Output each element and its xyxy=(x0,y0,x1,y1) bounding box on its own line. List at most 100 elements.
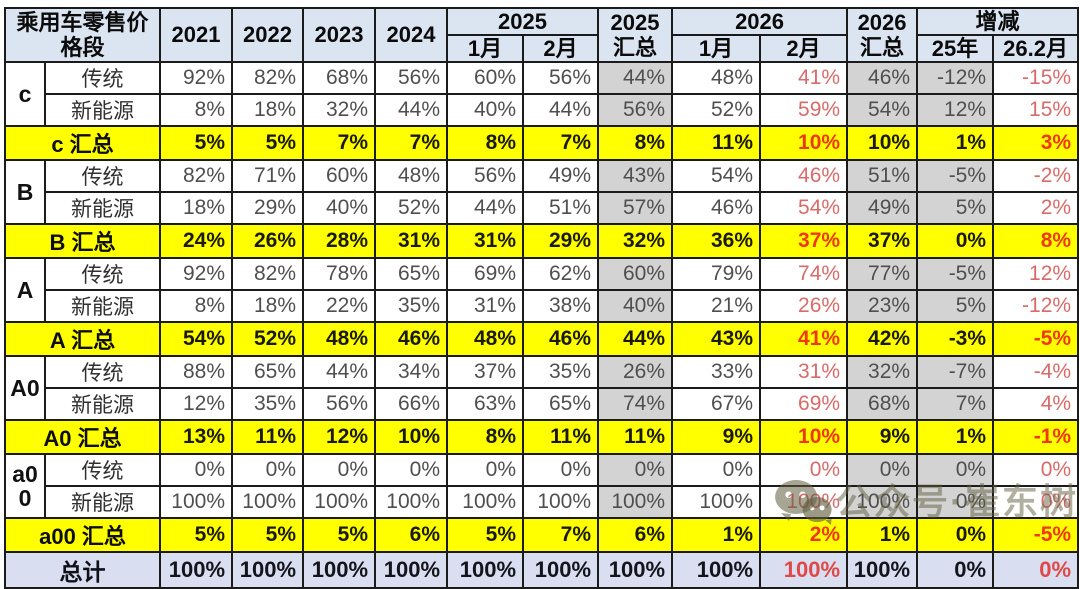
cell-2026-total: 100% xyxy=(846,485,919,519)
cell-2025-02: 29% xyxy=(522,223,600,259)
cell-2025-01: 69% xyxy=(446,257,525,291)
col-header-2026-total: 2026 汇总 xyxy=(846,7,919,63)
fuel-type-label: 传统 xyxy=(43,257,162,291)
cell-chg-25: 5% xyxy=(916,289,995,323)
cell-chg-25: -3% xyxy=(916,321,995,357)
cell-2021: 92% xyxy=(159,257,234,291)
cell-2026-total: 51% xyxy=(846,159,919,193)
table-row-summary-A0汇总: A0 汇总 13% 11% 12% 10% 8% 11% 11% 9% 10% 9% 1% -1% xyxy=(3,419,1080,455)
cell-2023: 12% xyxy=(302,419,377,455)
cell-2025-01: 40% xyxy=(446,93,525,127)
cell-2025-01: 44% xyxy=(446,191,525,225)
table-row-data-A0: A0 传统 88% 65% 44% 34% 37% 35% 26% 33% 31% 32% -7% -4% xyxy=(4,355,1080,421)
cell-2026-total: 23% xyxy=(846,289,919,323)
cell-2024: 31% xyxy=(374,223,449,259)
fuel-type-label: 传统 xyxy=(43,355,162,389)
cell-2026-02: 10% xyxy=(759,419,849,455)
price-segment-table-wrap: 乘用车零售价 格段 2021 2022 2023 2024 2025 2025 汇总… xyxy=(3,7,1080,589)
cell-2025-02: 7% xyxy=(522,125,600,161)
col-header-2023: 2023 xyxy=(302,7,377,63)
subtotal-row-label: c 汇总 xyxy=(3,125,162,161)
cell-2021: 5% xyxy=(159,125,234,161)
cell-2026-01: 79% xyxy=(671,257,762,291)
cell-2026-02: 59% xyxy=(759,93,849,127)
cell-2026-01: 54% xyxy=(671,159,762,193)
cell-2024: 100% xyxy=(374,485,449,519)
cell-2026-01: 43% xyxy=(671,321,762,357)
cell-2026-02: 46% xyxy=(759,159,849,193)
cell-2026-total: 10% xyxy=(846,125,919,161)
cell-2025-total: 0% xyxy=(597,453,674,487)
cell-2024: 52% xyxy=(374,191,449,225)
cell-2022: 52% xyxy=(231,321,305,357)
cell-2025-02: 49% xyxy=(522,159,600,193)
cell-2023: 56% xyxy=(302,387,377,421)
fuel-type-label: 传统 xyxy=(43,159,162,193)
cell-2026-02: 74% xyxy=(759,257,849,291)
cell-2026-total: 1% xyxy=(846,517,919,553)
cell-2025-total: 44% xyxy=(597,321,674,357)
cell-chg-25: -12% xyxy=(916,61,995,95)
cell-2024: 66% xyxy=(374,387,449,421)
table-row-summary-c汇总: c 汇总 5% 5% 7% 7% 8% 7% 8% 11% 10% 10% 1% 3% xyxy=(3,125,1080,161)
cell-2023: 28% xyxy=(302,223,377,259)
cell-2023: 60% xyxy=(302,159,377,193)
corner-header-line1: 乘用车零售价 xyxy=(16,10,149,35)
cell-2026-02: 69% xyxy=(759,387,849,421)
cell-chg-25: -5% xyxy=(916,159,995,193)
cell-2025-01: 37% xyxy=(446,355,525,389)
cell-2025-total: 74% xyxy=(597,387,674,421)
cell-2023: 0% xyxy=(302,453,377,487)
cell-chg-25: 7% xyxy=(916,387,995,421)
col-header-change-25: 25年 xyxy=(916,34,995,63)
cell-chg-26-02: 0% xyxy=(992,453,1080,487)
cell-chg-25: 1% xyxy=(916,125,995,161)
cell-2026-02: 100% xyxy=(759,485,849,519)
cell-chg-26-02: -1% xyxy=(992,419,1080,455)
cell-2024: 10% xyxy=(374,419,449,455)
cell-2025-01: 48% xyxy=(446,321,525,357)
cell-2026-01: 46% xyxy=(671,191,762,225)
table-row-data-c: c 传统 92% 82% 68% 56% 60% 56% 44% 48% 41% 46% -12% -15… xyxy=(4,61,1080,127)
cell-chg-26-02: -15% xyxy=(992,61,1080,95)
cell-2022: 65% xyxy=(231,355,305,389)
cell-2025-total: 100% xyxy=(597,551,674,589)
table-row-data-B: B 传统 82% 71% 60% 48% 56% 49% 43% 54% 46% 51% -5% -2% xyxy=(4,159,1080,225)
cell-2025-total: 60% xyxy=(597,257,674,291)
cell-2024: 56% xyxy=(374,61,449,95)
cell-2026-01: 100% xyxy=(671,485,762,519)
table-row-data-A: A 传统 92% 82% 78% 65% 69% 62% 60% 79% 74% 77% -5% 12% xyxy=(4,257,1080,323)
cell-2025-02: 7% xyxy=(522,517,600,553)
cell-2025-02: 62% xyxy=(522,257,600,291)
cell-chg-25: 0% xyxy=(916,223,995,259)
cell-2025-total: 44% xyxy=(597,61,674,95)
cell-2022: 18% xyxy=(231,289,305,323)
cell-2023: 40% xyxy=(302,191,377,225)
cell-2025-01: 63% xyxy=(446,387,525,421)
cell-2021: 13% xyxy=(159,419,234,455)
cell-2026-01: 1% xyxy=(671,517,762,553)
cell-2021: 18% xyxy=(159,191,234,225)
cell-2026-02: 0% xyxy=(759,453,849,487)
fuel-type-label: 新能源 xyxy=(43,93,162,127)
cell-2026-total: 77% xyxy=(846,257,919,291)
cell-2026-02: 54% xyxy=(759,191,849,225)
segment-group-label: A xyxy=(4,257,46,323)
cell-2022: 71% xyxy=(231,159,305,193)
cell-2025-02: 65% xyxy=(522,387,600,421)
cell-2026-01: 48% xyxy=(671,61,762,95)
cell-2026-02: 2% xyxy=(759,517,849,553)
cell-2025-01: 56% xyxy=(446,159,525,193)
cell-2025-total: 8% xyxy=(597,125,674,161)
segment-group-label: B xyxy=(4,159,46,225)
cell-2026-01: 0% xyxy=(671,453,762,487)
cell-chg-26-02: -5% xyxy=(992,321,1080,357)
cell-2023: 7% xyxy=(302,125,377,161)
cell-chg-26-02: 0% xyxy=(992,551,1080,589)
cell-2021: 8% xyxy=(159,289,234,323)
cell-2025-02: 46% xyxy=(522,321,600,357)
cell-2021: 100% xyxy=(159,485,234,519)
col-header-2021: 2021 xyxy=(159,7,234,63)
cell-2023: 100% xyxy=(302,485,377,519)
cell-2024: 100% xyxy=(374,551,449,589)
